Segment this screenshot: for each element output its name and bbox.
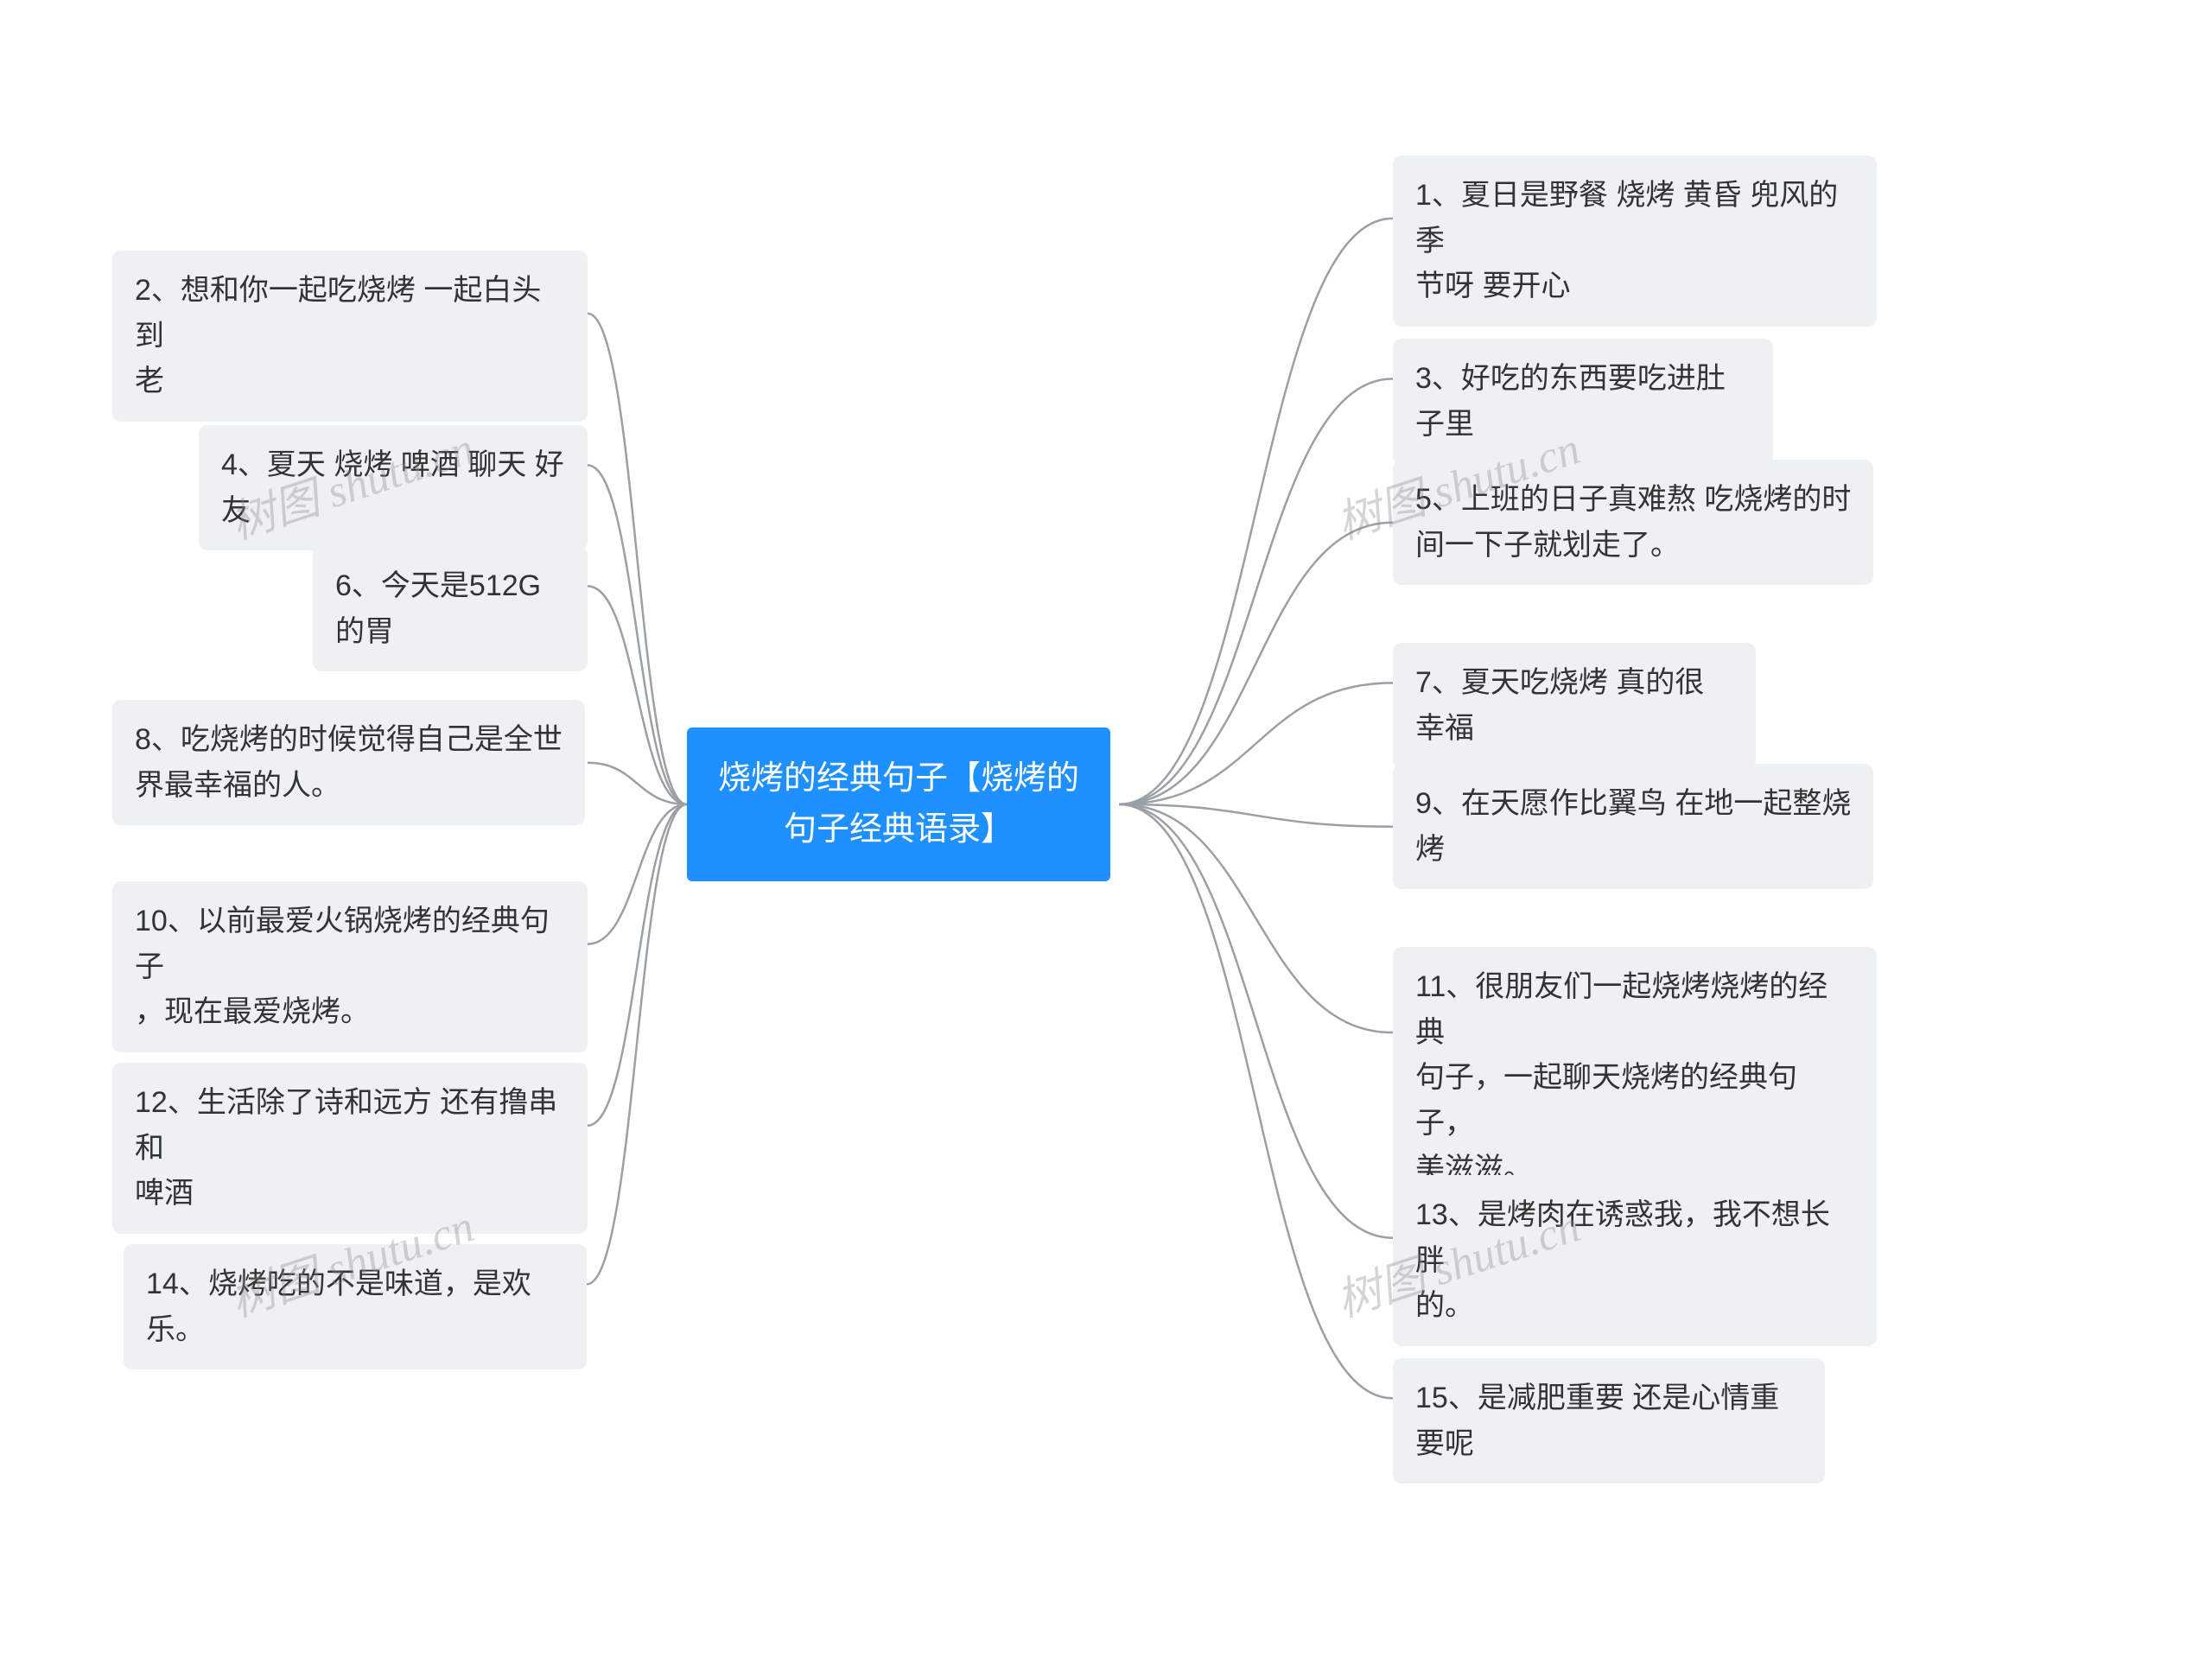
center-node: 烧烤的经典句子【烧烤的 句子经典语录】 (687, 727, 1110, 881)
right-leaf-1: 3、好吃的东西要吃进肚子里 (1393, 339, 1773, 464)
left-leaf-5: 12、生活除了诗和远方 还有撸串和 啤酒 (112, 1063, 588, 1234)
right-leaf-0: 1、夏日是野餐 烧烤 黄昏 兜风的季 节呀 要开心 (1393, 156, 1877, 327)
left-leaf-0: 2、想和你一起吃烧烤 一起白头到 老 (112, 251, 588, 422)
right-leaf-7: 15、是减肥重要 还是心情重要呢 (1393, 1358, 1825, 1484)
right-leaf-3: 7、夏天吃烧烤 真的很幸福 (1393, 643, 1756, 768)
left-leaf-2: 6、今天是512G的胃 (313, 546, 588, 671)
right-leaf-5: 11、很朋友们一起烧烤烧烤的经典 句子，一起聊天烧烤的经典句子， 美滋滋。 (1393, 947, 1877, 1209)
right-leaf-4: 9、在天愿作比翼鸟 在地一起整烧 烤 (1393, 764, 1873, 889)
left-leaf-3: 8、吃烧烤的时候觉得自己是全世 界最幸福的人。 (112, 700, 585, 825)
left-leaf-4: 10、以前最爱火锅烧烤的经典句子 ，现在最爱烧烤。 (112, 881, 588, 1052)
mindmap-canvas: 烧烤的经典句子【烧烤的 句子经典语录】 2、想和你一起吃烧烤 一起白头到 老4、… (0, 0, 2212, 1671)
